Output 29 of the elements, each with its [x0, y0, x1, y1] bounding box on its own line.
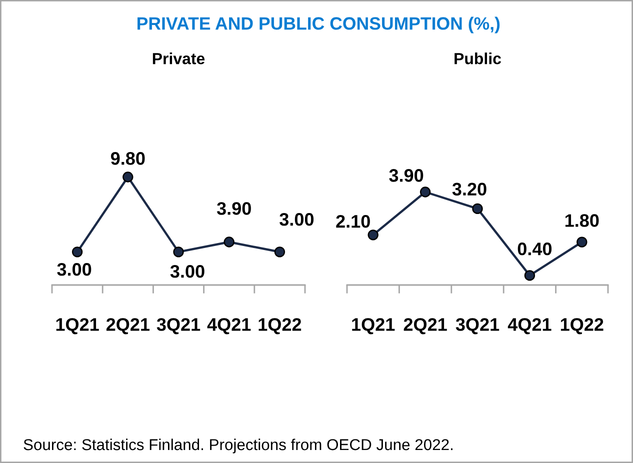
data-label: 3.90	[216, 202, 251, 215]
x-tick-label: 1Q22	[258, 318, 302, 334]
point	[576, 236, 588, 248]
point	[420, 186, 431, 198]
x-tick-label: 2Q21	[404, 318, 447, 334]
point	[524, 270, 536, 281]
x-tick-label: 3Q21	[156, 318, 200, 334]
point	[368, 230, 378, 240]
data-label: 1.80	[565, 214, 599, 227]
data-label: 0.40	[518, 242, 552, 256]
source-note: Source: Statistics Finland. Projections from OECD June 2022.	[24, 438, 452, 454]
x-tick-label: 1Q22	[560, 318, 604, 334]
data-label: 3.20	[452, 182, 486, 196]
chart-subtitle: Public	[454, 52, 501, 64]
data-label: 9.80	[110, 152, 145, 165]
data-label: 3.00	[170, 265, 204, 278]
chart-subtitle: Private	[152, 52, 205, 64]
chart-title: PRIVATE AND PUBLIC CONSUMPTION (%,)	[138, 16, 500, 34]
x-tick-label: 3Q21	[456, 318, 500, 334]
point	[472, 203, 483, 214]
data-label: 3.00	[280, 213, 314, 226]
x-tick-label: 2Q21	[106, 318, 150, 334]
x-tick-label: 4Q21	[508, 318, 552, 334]
x-tick-label: 4Q21	[207, 318, 251, 334]
data-label: 3.00	[57, 263, 92, 276]
data-label: 3.90	[389, 169, 424, 182]
x-tick-label: 1Q21	[352, 318, 395, 334]
x-tick-label: 1Q21	[56, 318, 99, 334]
data-label: 2.10	[336, 214, 370, 228]
